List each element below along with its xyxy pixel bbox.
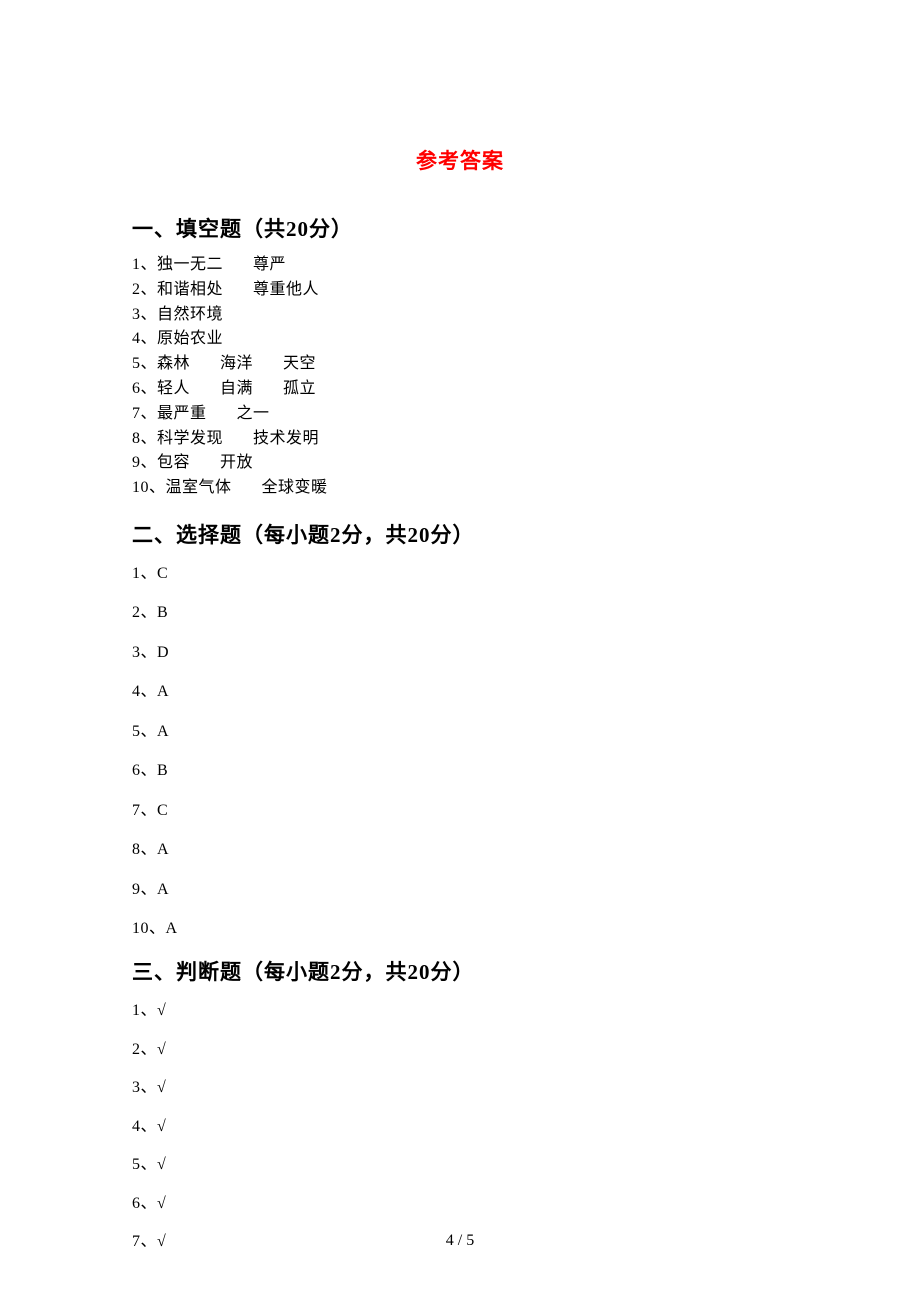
choice-answer-value: B: [157, 604, 168, 621]
choice-answer-value: D: [157, 644, 169, 661]
fill-answer-line: 4、原始农业: [132, 327, 788, 352]
fill-answer-part: 森林: [157, 355, 190, 372]
judge-answer-number: 2、: [132, 1041, 157, 1058]
fill-answer-part: 和谐相处: [157, 281, 223, 298]
judge-answer-line: 4、√: [132, 1112, 788, 1136]
judge-answer-number: 4、: [132, 1118, 157, 1135]
choice-answer-line: 1、C: [132, 559, 788, 583]
choice-answer-number: 10、: [132, 920, 166, 937]
choice-answer-value: C: [157, 802, 168, 819]
fill-answer-line: 1、独一无二 尊严: [132, 253, 788, 278]
choice-answer-line: 4、A: [132, 677, 788, 701]
fill-answer-part: 温室气体: [166, 479, 232, 496]
judge-answer-number: 5、: [132, 1156, 157, 1173]
fill-section: 1、独一无二尊严2、和谐相处尊重他人3、自然环境4、原始农业5、森林海洋天空6、…: [132, 253, 788, 501]
fill-answer-part: 孤立: [283, 380, 316, 397]
fill-answer-part: 尊严: [253, 256, 286, 273]
fill-answer-number: 5、: [132, 355, 157, 372]
fill-answer-part: 全球变暖: [262, 479, 328, 496]
choice-answer-number: 9、: [132, 881, 157, 898]
choice-answer-number: 8、: [132, 841, 157, 858]
choice-answer-value: A: [157, 841, 169, 858]
choice-answer-value: A: [166, 920, 178, 937]
fill-answer-line: 2、和谐相处 尊重他人: [132, 278, 788, 303]
choice-answer-value: A: [157, 683, 169, 700]
fill-answer-part: 开放: [220, 454, 253, 471]
choice-answer-value: A: [157, 723, 169, 740]
fill-answer-part: 技术发明: [253, 430, 319, 447]
choice-answer-line: 5、A: [132, 717, 788, 741]
fill-answer-number: 9、: [132, 454, 157, 471]
choice-answer-number: 4、: [132, 683, 157, 700]
choice-answer-number: 6、: [132, 762, 157, 779]
judge-section-heading: 三、判断题（每小题2分，共20分）: [132, 956, 788, 986]
answer-key-title: 参考答案: [132, 145, 788, 175]
choice-section: 1、C2、B3、D4、A5、A6、B7、C8、A9、A10、A: [132, 559, 788, 939]
choice-section-heading: 二、选择题（每小题2分，共20分）: [132, 519, 788, 549]
fill-answer-part: 尊重他人: [253, 281, 319, 298]
judge-answer-value: √: [157, 1195, 166, 1212]
choice-answer-value: B: [157, 762, 168, 779]
choice-answer-line: 8、A: [132, 835, 788, 859]
judge-answer-number: 6、: [132, 1195, 157, 1212]
choice-answer-value: A: [157, 881, 169, 898]
fill-answer-part: 天空: [283, 355, 316, 372]
fill-section-heading: 一、填空题（共20分）: [132, 213, 788, 243]
fill-answer-part: 最严重: [157, 405, 207, 422]
choice-answer-number: 2、: [132, 604, 157, 621]
page-content: 参考答案 一、填空题（共20分） 1、独一无二尊严2、和谐相处尊重他人3、自然环…: [0, 0, 920, 1251]
fill-answer-line: 6、轻人 自满 孤立: [132, 377, 788, 402]
judge-answer-line: 2、√: [132, 1035, 788, 1059]
fill-answer-number: 10、: [132, 479, 166, 496]
judge-answer-line: 3、√: [132, 1073, 788, 1097]
choice-answer-line: 7、C: [132, 796, 788, 820]
fill-answer-number: 7、: [132, 405, 157, 422]
fill-answer-part: 独一无二: [157, 256, 223, 273]
fill-answer-number: 2、: [132, 281, 157, 298]
fill-answer-line: 5、森林 海洋 天空: [132, 352, 788, 377]
page-number: 4 / 5: [0, 1232, 920, 1250]
choice-answer-number: 5、: [132, 723, 157, 740]
fill-answer-line: 10、温室气体 全球变暖: [132, 476, 788, 501]
fill-answer-part: 轻人: [157, 380, 190, 397]
judge-answer-number: 1、: [132, 1002, 157, 1019]
judge-answer-value: √: [157, 1118, 166, 1135]
judge-answer-value: √: [157, 1041, 166, 1058]
choice-answer-value: C: [157, 565, 168, 582]
fill-answer-number: 6、: [132, 380, 157, 397]
fill-answer-number: 8、: [132, 430, 157, 447]
choice-answer-line: 2、B: [132, 598, 788, 622]
judge-answer-line: 5、√: [132, 1150, 788, 1174]
judge-answer-value: √: [157, 1156, 166, 1173]
fill-answer-number: 3、: [132, 306, 157, 323]
choice-answer-number: 1、: [132, 565, 157, 582]
judge-answer-line: 1、√: [132, 996, 788, 1020]
fill-answer-line: 7、最严重 之一: [132, 402, 788, 427]
choice-answer-line: 6、B: [132, 756, 788, 780]
fill-answer-part: 自然环境: [157, 306, 223, 323]
fill-answer-line: 3、自然环境: [132, 303, 788, 328]
fill-answer-part: 包容: [157, 454, 190, 471]
fill-answer-part: 海洋: [220, 355, 253, 372]
fill-answer-number: 1、: [132, 256, 157, 273]
judge-answer-line: 6、√: [132, 1189, 788, 1213]
judge-answer-number: 3、: [132, 1079, 157, 1096]
fill-answer-part: 科学发现: [157, 430, 223, 447]
judge-answer-value: √: [157, 1002, 166, 1019]
choice-answer-line: 9、A: [132, 875, 788, 899]
choice-answer-line: 3、D: [132, 638, 788, 662]
fill-answer-part: 之一: [237, 405, 270, 422]
fill-answer-part: 自满: [220, 380, 253, 397]
choice-answer-line: 10、A: [132, 914, 788, 938]
fill-answer-line: 9、包容 开放: [132, 451, 788, 476]
choice-answer-number: 3、: [132, 644, 157, 661]
judge-section: 1、√2、√3、√4、√5、√6、√7、√: [132, 996, 788, 1251]
judge-answer-value: √: [157, 1079, 166, 1096]
fill-answer-line: 8、科学发现 技术发明: [132, 427, 788, 452]
fill-answer-number: 4、: [132, 330, 157, 347]
fill-answer-part: 原始农业: [157, 330, 223, 347]
choice-answer-number: 7、: [132, 802, 157, 819]
